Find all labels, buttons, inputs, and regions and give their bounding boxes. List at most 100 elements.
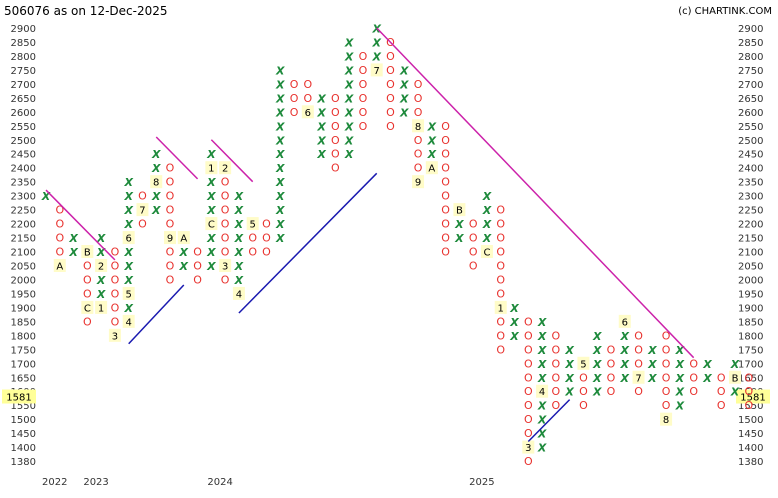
last-price-flag-right <box>736 389 770 404</box>
o-box: O <box>496 329 505 342</box>
x-box: X <box>620 372 630 385</box>
x-box: X <box>427 134 437 147</box>
month-marker: 3 <box>525 443 531 454</box>
y-tick-label-right: 2250 <box>738 206 763 217</box>
o-box: O <box>83 259 92 272</box>
x-box: X <box>234 260 244 273</box>
y-tick-label-right: 1550 <box>738 401 763 412</box>
x-box: X <box>371 36 381 49</box>
x-box: X <box>96 246 106 259</box>
month-marker: 5 <box>580 359 586 370</box>
o-box: O <box>469 259 478 272</box>
y-tick-label-left: 2550 <box>11 122 36 133</box>
x-box: X <box>537 414 547 427</box>
month-marker-box <box>729 370 741 384</box>
x-box: X <box>537 358 547 371</box>
o-box: O <box>414 78 423 91</box>
x-box: X <box>482 232 492 245</box>
x-box: X <box>316 120 326 133</box>
y-tick-label-left: 1450 <box>11 429 36 440</box>
o-box: O <box>138 190 147 203</box>
x-box: X <box>206 176 216 189</box>
o-box: O <box>290 106 299 119</box>
month-marker-box <box>660 412 673 426</box>
o-box: O <box>111 301 120 314</box>
month-marker-box <box>81 245 94 259</box>
o-box: O <box>496 287 505 300</box>
month-marker: C <box>483 248 490 259</box>
o-box: O <box>496 204 505 217</box>
x-box: X <box>344 148 354 161</box>
bullish-trend-line <box>527 399 571 443</box>
x-box: X <box>316 92 326 105</box>
x-box: X <box>206 232 216 245</box>
y-tick-label-left: 1700 <box>11 359 36 370</box>
source-credit: (c) CHARTINK.COM <box>678 6 772 17</box>
month-marker-box <box>122 231 135 245</box>
o-box: O <box>166 246 175 259</box>
x-box: X <box>675 344 685 357</box>
o-box: O <box>386 120 395 133</box>
x-year-label: 2025 <box>469 477 494 488</box>
x-box: X <box>344 64 354 77</box>
o-box: O <box>469 246 478 259</box>
x-box: X <box>592 330 602 343</box>
x-box: X <box>41 190 51 203</box>
month-marker: C <box>208 220 215 231</box>
y-tick-label-left: 2350 <box>11 178 36 189</box>
y-tick-label-right: 2850 <box>738 38 763 49</box>
y-tick-label-right: 2100 <box>738 248 763 259</box>
y-tick-label-left: 1950 <box>11 289 36 300</box>
o-box: O <box>744 399 753 412</box>
o-box: O <box>552 385 561 398</box>
x-box: X <box>620 344 630 357</box>
y-tick-label-right: 1800 <box>738 331 763 342</box>
o-box: O <box>359 120 368 133</box>
y-tick-label-right: 2750 <box>738 66 763 77</box>
x-year-label: 2024 <box>207 477 232 488</box>
month-marker: 3 <box>222 261 228 272</box>
month-marker-box <box>246 217 259 231</box>
o-box: O <box>290 78 299 91</box>
x-box: X <box>179 260 189 273</box>
x-box: X <box>68 232 78 245</box>
o-box: O <box>83 287 92 300</box>
x-box: X <box>371 50 381 63</box>
month-marker-box <box>453 203 466 217</box>
o-box: O <box>579 385 588 398</box>
x-box: X <box>206 260 216 273</box>
x-box: X <box>344 134 354 147</box>
y-tick-label-left: 2600 <box>11 108 36 119</box>
y-tick-label-right: 1650 <box>738 373 763 384</box>
o-box: O <box>303 78 312 91</box>
month-marker-box <box>219 161 232 175</box>
x-box: X <box>344 50 354 63</box>
month-marker: 6 <box>622 317 628 328</box>
month-marker: 9 <box>415 178 421 189</box>
o-box: O <box>221 246 230 259</box>
o-box: O <box>469 218 478 231</box>
y-tick-label-right: 1900 <box>738 303 763 314</box>
month-marker-box <box>577 356 590 370</box>
o-box: O <box>331 162 340 175</box>
y-tick-label-right: 1850 <box>738 317 763 328</box>
o-box: O <box>193 246 202 259</box>
y-tick-label-right: 1500 <box>738 415 763 426</box>
month-marker-box <box>122 314 135 328</box>
x-box: X <box>96 288 106 301</box>
o-box: O <box>744 385 753 398</box>
month-marker: 2 <box>222 164 228 175</box>
month-marker: 7 <box>374 66 380 77</box>
month-marker: 1 <box>498 303 504 314</box>
o-box: O <box>359 50 368 63</box>
x-box: X <box>344 36 354 49</box>
month-marker-box <box>95 300 108 314</box>
x-box: X <box>482 204 492 217</box>
bearish-trend-line <box>155 136 199 180</box>
o-box: O <box>111 287 120 300</box>
o-box: O <box>552 357 561 370</box>
x-box: X <box>234 190 244 203</box>
y-tick-label-left: 2800 <box>11 52 36 63</box>
month-marker: 4 <box>236 289 242 300</box>
month-marker-box <box>522 440 535 454</box>
